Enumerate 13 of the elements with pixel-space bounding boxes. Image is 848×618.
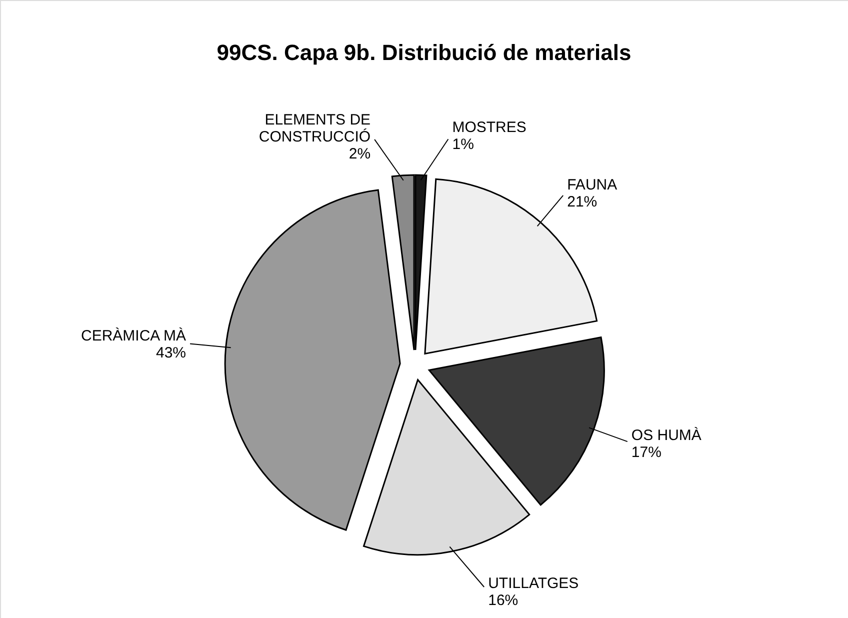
data-label: 1% bbox=[452, 136, 474, 154]
data-label: 43% bbox=[156, 344, 186, 362]
slice-label: ELEMENTS DE CONSTRUCCIÓ bbox=[258, 111, 371, 146]
slice-label: CERÀMICA MÀ bbox=[81, 326, 186, 344]
data-label: 17% bbox=[631, 444, 662, 461]
slice-label: MOSTRES bbox=[452, 119, 526, 136]
data-label: 16% bbox=[488, 592, 518, 609]
slice-label: FAUNA bbox=[567, 176, 618, 194]
data-label: 21% bbox=[567, 193, 598, 210]
slice-label: UTILLATGES bbox=[488, 574, 579, 592]
slice-label: OS HUMÀ bbox=[631, 426, 702, 444]
chart-title: 99CS. Capa 9b. Distribució de materials bbox=[216, 40, 632, 65]
data-label: 2% bbox=[348, 145, 371, 162]
